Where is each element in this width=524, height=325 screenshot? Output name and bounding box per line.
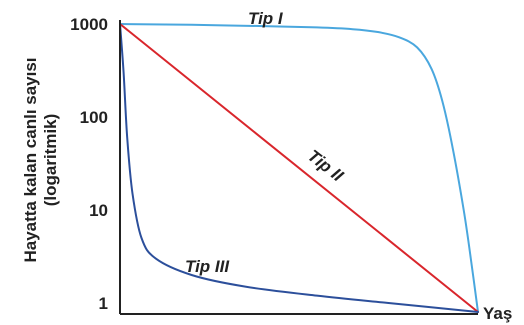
- series-line-2: [119, 23, 479, 313]
- y-tick-label-10: 10: [89, 201, 108, 220]
- y-axis-label-line-2: (logaritmik): [41, 114, 60, 207]
- series-label-tip-3: Tip III: [185, 257, 230, 276]
- y-axis-label-line-1: Hayatta kalan canlı sayısı: [21, 57, 40, 262]
- y-tick-label-1: 1: [99, 294, 108, 313]
- series-line-1: [119, 23, 479, 313]
- y-axis-ticks: 1 10 100 1000: [70, 15, 108, 313]
- series-label-tip-1: Tip I: [248, 9, 284, 28]
- y-axis-label: Hayatta kalan canlı sayısı (logaritmik): [21, 57, 60, 262]
- y-tick-label-100: 100: [80, 108, 108, 127]
- series-line-3: [119, 23, 479, 313]
- x-axis-label: Yaş: [483, 304, 512, 323]
- series-layer: [119, 23, 479, 313]
- series-label-tip-2: Tip II: [304, 146, 348, 186]
- y-tick-label-1000: 1000: [70, 15, 108, 34]
